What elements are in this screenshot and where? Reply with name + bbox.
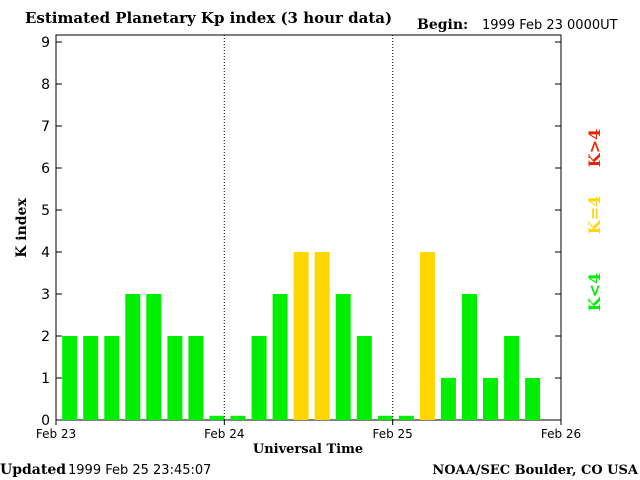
y-tick-label: 3 bbox=[41, 287, 50, 303]
kp-bar bbox=[251, 336, 267, 420]
kp-bar bbox=[462, 294, 477, 420]
source-credit: NOAA/SEC Boulder, CO USA bbox=[432, 463, 639, 478]
x-tick-label: Feb 26 bbox=[541, 427, 581, 441]
kp-bar bbox=[146, 294, 162, 420]
kp-bar bbox=[293, 252, 309, 420]
legend-entry: K<4 bbox=[585, 273, 604, 311]
kp-bar bbox=[398, 415, 414, 420]
kp-bar bbox=[188, 336, 204, 420]
updated-label: Updated bbox=[0, 462, 66, 478]
kp-bar bbox=[83, 336, 99, 420]
y-tick-label: 8 bbox=[41, 77, 50, 93]
kp-bar bbox=[483, 378, 498, 420]
y-tick-label: 2 bbox=[41, 329, 50, 345]
chart-title: Estimated Planetary Kp index (3 hour dat… bbox=[25, 9, 392, 27]
y-tick-label: 6 bbox=[41, 161, 50, 177]
bars-group bbox=[62, 252, 541, 420]
kp-bar bbox=[525, 378, 541, 420]
begin-label: Begin: bbox=[417, 17, 468, 33]
x-tick-label: Feb 25 bbox=[372, 427, 412, 441]
day-separators bbox=[223, 35, 394, 420]
kp-bar bbox=[440, 378, 456, 420]
kp-bar bbox=[230, 415, 246, 420]
kp-bar bbox=[314, 252, 330, 420]
legend: K<4 K=4 K>4 bbox=[585, 129, 604, 311]
updated-value: 1999 Feb 25 23:45:07 bbox=[68, 463, 211, 478]
y-axis-ticks: 0 1 2 3 4 5 6 7 8 9 bbox=[41, 35, 561, 429]
kp-bar bbox=[377, 415, 393, 420]
kp-bar bbox=[356, 336, 372, 420]
y-tick-label: 0 bbox=[41, 413, 50, 429]
kp-bar bbox=[125, 294, 141, 420]
legend-entry: K=4 bbox=[585, 196, 604, 234]
x-axis-ticks: Feb 23 Feb 24 Feb 25 Feb 26 bbox=[36, 420, 581, 441]
kp-bar bbox=[62, 336, 78, 420]
y-tick-label: 4 bbox=[41, 245, 50, 261]
x-tick-label: Feb 24 bbox=[204, 427, 244, 441]
kp-bar bbox=[419, 252, 435, 420]
kp-bar bbox=[209, 415, 225, 420]
legend-entry: K>4 bbox=[585, 129, 604, 167]
begin-value: 1999 Feb 23 0000UT bbox=[482, 18, 618, 33]
kp-bar bbox=[335, 294, 351, 420]
x-tick-label: Feb 23 bbox=[36, 427, 76, 441]
kp-bar bbox=[104, 336, 120, 420]
y-tick-label: 1 bbox=[41, 371, 50, 387]
y-tick-label: 7 bbox=[41, 119, 50, 135]
y-axis-label: K index bbox=[14, 198, 30, 258]
kp-bar bbox=[167, 336, 183, 420]
kp-bar bbox=[504, 336, 520, 420]
y-tick-label: 5 bbox=[41, 203, 50, 219]
y-tick-label: 9 bbox=[41, 35, 50, 51]
kp-bar bbox=[272, 294, 288, 420]
x-axis-label: Universal Time bbox=[253, 442, 363, 457]
